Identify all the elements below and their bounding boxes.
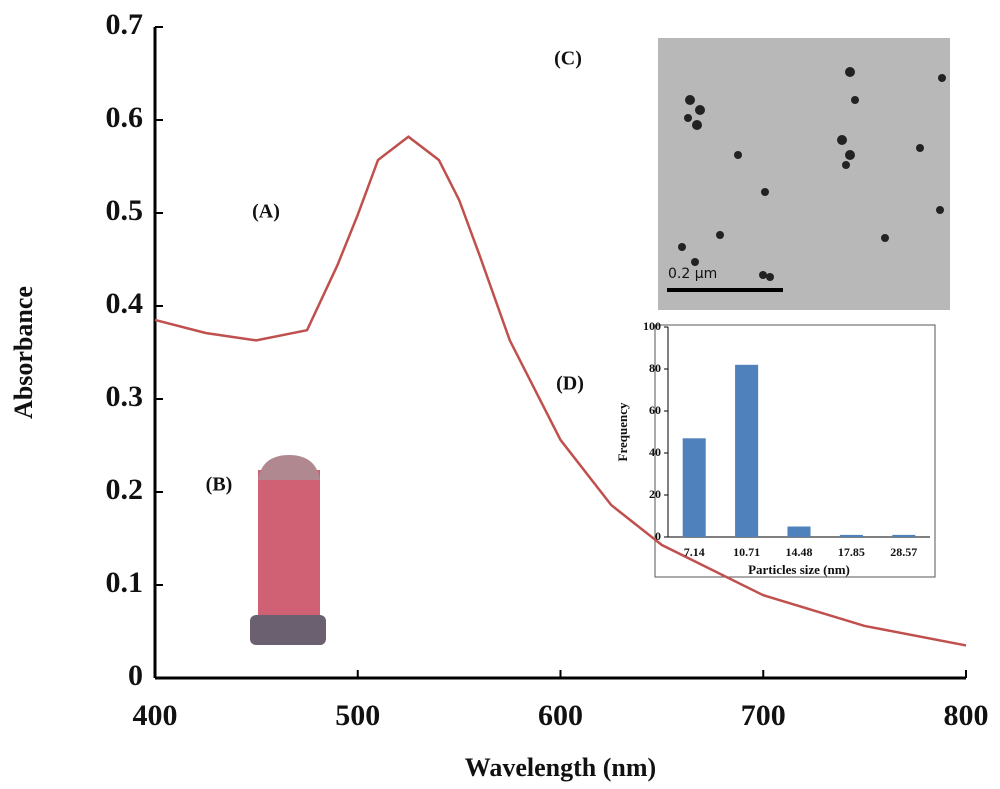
tem-image: 0.2 µm [658,38,950,310]
x-axis-title: Wavelength (nm) [465,753,656,782]
annotation: (A) [252,201,280,223]
x-tick-label: 700 [741,699,786,732]
y-tick-label: 0.3 [106,380,144,413]
y-tick-label: 0.7 [106,8,144,41]
x-tick-label: 10.71 [733,545,760,559]
y-tick-label: 100 [643,319,661,333]
annotation: (C) [554,48,582,70]
y-axis-title: Frequency [615,402,630,461]
y-tick-label: 0.6 [106,101,144,134]
bar [735,364,759,537]
scale-label: 0.2 µm [668,266,717,282]
x-tick-label: 14.48 [786,545,813,559]
y-tick-label: 0 [128,659,143,692]
x-axis-title: Particles size (nm) [748,562,850,577]
bar [892,534,916,537]
y-tick-label: 0.1 [106,566,144,599]
data-line [154,135,967,647]
y-tick-label: 80 [649,361,661,375]
x-tick-label: 500 [335,699,380,732]
y-tick-label: 40 [649,445,661,459]
y-axis-title: Absorbance [9,286,38,419]
annotation: (B) [206,474,233,496]
annotation: (D) [556,373,584,395]
y-tick-label: 20 [649,487,661,501]
bar [787,526,811,537]
x-tick-label: 28.57 [890,545,917,559]
bar [839,534,863,537]
x-tick-label: 600 [538,699,583,732]
y-tick-label: 0.5 [106,194,144,227]
y-tick-label: 0.2 [106,473,144,506]
y-tick-label: 0.4 [106,287,144,320]
y-tick-label: 0 [655,529,661,543]
x-tick-label: 17.85 [838,545,865,559]
x-tick-label: 400 [133,699,178,732]
x-tick-label: 800 [944,699,989,732]
bar [682,438,706,537]
y-tick-label: 60 [649,403,661,417]
x-tick-label: 7.14 [684,545,705,559]
vial-photo [250,455,326,645]
